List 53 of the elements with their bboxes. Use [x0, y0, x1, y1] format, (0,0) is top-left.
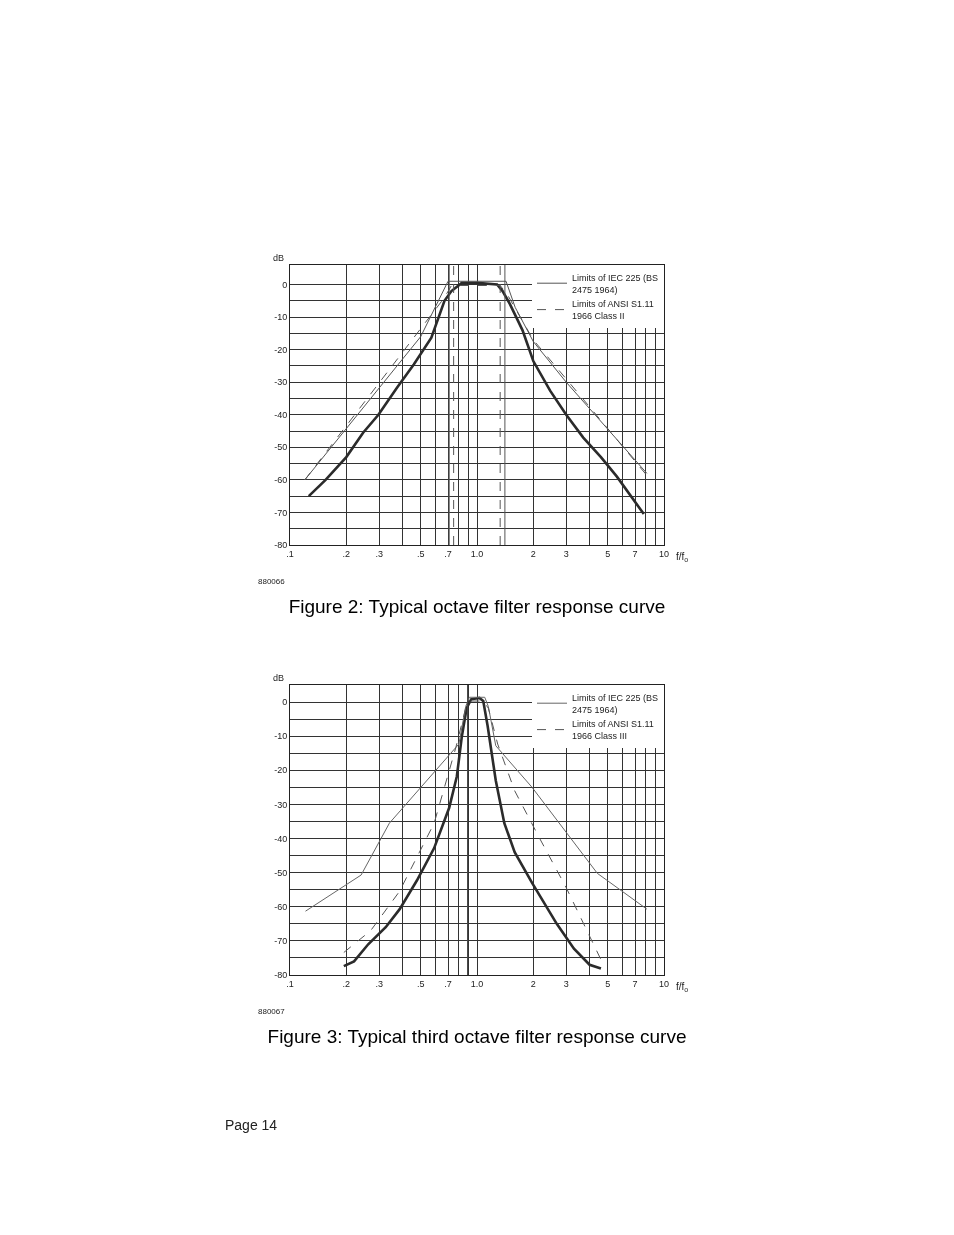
legend-label: Limits of IEC 225 (BS 2475 1964)	[572, 692, 659, 715]
y-axis-title: dB	[273, 253, 285, 263]
x-tick-label: .7	[444, 978, 452, 989]
text: 880067	[258, 1007, 286, 1016]
x-tick-label: .5	[416, 978, 425, 989]
y-tick-label: -20	[274, 344, 288, 355]
x-tick-label: 3	[563, 978, 569, 989]
y-tick-label: -40	[274, 409, 288, 420]
text: 880066	[258, 577, 286, 586]
text: Figure 3: Typical third octave filter response curve	[267, 1026, 687, 1048]
x-tick-label: 2	[530, 548, 536, 559]
text: Figure 2: Typical octave filter response curve	[288, 596, 666, 618]
x-axis-title: f/f$_{o}$	[676, 551, 689, 564]
x-tick-label: .3	[375, 978, 383, 989]
y-tick-label: -60	[274, 901, 288, 912]
x-tick-label: 7	[632, 548, 638, 559]
x-tick-label: .7	[444, 548, 452, 559]
y-tick-label: -30	[274, 799, 288, 810]
legend-label: Limits of IEC 225 (BS 2475 1964)	[572, 272, 659, 295]
x-axis-title: f/f$_{o}$	[676, 981, 689, 994]
y-tick-label: -50	[274, 867, 288, 878]
y-tick-label: -80	[274, 970, 288, 981]
legend-label: Limits of ANSI S1.11 1966 Class III	[572, 719, 654, 741]
legend-label: Limits of ANSI S1.11 1966 Class II	[572, 299, 654, 321]
y-tick-label: -70	[274, 507, 288, 518]
y-tick-label: -30	[274, 377, 288, 388]
y-axis-title: dB	[273, 673, 285, 683]
y-tick-label: -50	[274, 442, 288, 453]
y-tick-label: -70	[274, 936, 288, 947]
x-tick-label: .1	[286, 978, 294, 989]
text: Page 14	[225, 1117, 278, 1133]
x-tick-label: .3	[375, 548, 383, 559]
x-tick-label: 2	[530, 978, 536, 989]
x-tick-label: .1	[286, 548, 294, 559]
y-tick-label: -60	[274, 475, 288, 486]
x-tick-label: 1.0	[470, 548, 484, 559]
y-tick-label: -80	[274, 540, 288, 551]
y-tick-label: 0	[282, 279, 288, 290]
y-tick-label: 0	[282, 697, 288, 708]
x-tick-label: 7	[632, 978, 638, 989]
y-tick-label: -10	[274, 312, 288, 323]
x-tick-label: 1.0	[470, 978, 484, 989]
x-tick-label: 3	[563, 548, 569, 559]
y-tick-label: -20	[274, 765, 288, 776]
x-tick-label: 10	[658, 978, 670, 989]
y-tick-label: -40	[274, 833, 288, 844]
y-tick-label: -10	[274, 731, 288, 742]
x-tick-label: .2	[342, 978, 351, 989]
x-tick-label: 10	[658, 548, 670, 559]
x-tick-label: .5	[416, 548, 425, 559]
x-tick-label: 5	[605, 548, 611, 559]
x-tick-label: .2	[342, 548, 351, 559]
x-tick-label: 5	[605, 978, 611, 989]
